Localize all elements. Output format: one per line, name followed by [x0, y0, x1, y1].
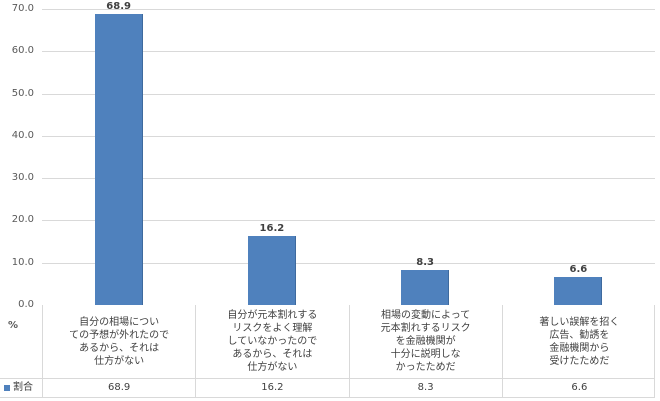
table-value-cell: 68.9 [43, 379, 197, 397]
gridline [42, 9, 655, 10]
gridline [42, 51, 655, 52]
y-tick-label: 0.0 [18, 299, 34, 310]
gridline [42, 263, 655, 264]
unit-label: % [8, 320, 19, 331]
data-table-values: 68.9 16.2 8.3 6.6 [42, 378, 655, 398]
y-tick-label: 20.0 [11, 214, 34, 226]
y-tick-label: 60.0 [11, 45, 34, 57]
data-table-categories: 自分の相場につい ての予想が外れたので あるから、それは 仕方がない 自分が元本割… [42, 305, 655, 398]
bar [401, 269, 450, 305]
legend-label: 割合 [13, 382, 33, 393]
y-tick-label: 50.0 [11, 87, 34, 99]
divider [0, 397, 42, 398]
table-value-cell: 6.6 [571, 382, 588, 393]
y-tick-label: 70.0 [11, 3, 34, 14]
bar [94, 13, 143, 305]
legend-swatch-icon [4, 385, 10, 391]
gridline [42, 178, 655, 179]
gridline [42, 94, 655, 95]
category-label: 自分の相場につい ての予想が外れたので あるから、それは 仕方がない [43, 305, 197, 378]
bar [247, 236, 296, 305]
category-label: 相場の変動によって 元本割れするリスク を金融機関が 十分に説明しな かったため… [350, 305, 503, 378]
bar-value-label: 6.6 [569, 264, 588, 276]
y-tick-label: 40.0 [11, 129, 34, 141]
y-tick-label: 30.0 [11, 172, 34, 184]
legend: 割合 [4, 381, 33, 395]
bar-value-label: 8.3 [416, 256, 434, 268]
y-tick-label: 10.0 [11, 256, 34, 268]
divider [0, 378, 42, 379]
gridline [42, 220, 655, 221]
bar [554, 277, 603, 305]
bar-value-label: 68.9 [106, 0, 131, 12]
category-label: 著しい誤解を招く 広告、勧誘を 金融機関から 受けたためだ [539, 316, 620, 367]
table-value-cell: 8.3 [350, 379, 503, 397]
bar-value-label: 16.2 [259, 223, 285, 235]
table-value-cell: 16.2 [196, 379, 350, 397]
gridline [42, 136, 655, 137]
category-label: 自分が元本割れする リスクをよく理解 していなかったので あるから、それは 仕方… [196, 305, 350, 378]
